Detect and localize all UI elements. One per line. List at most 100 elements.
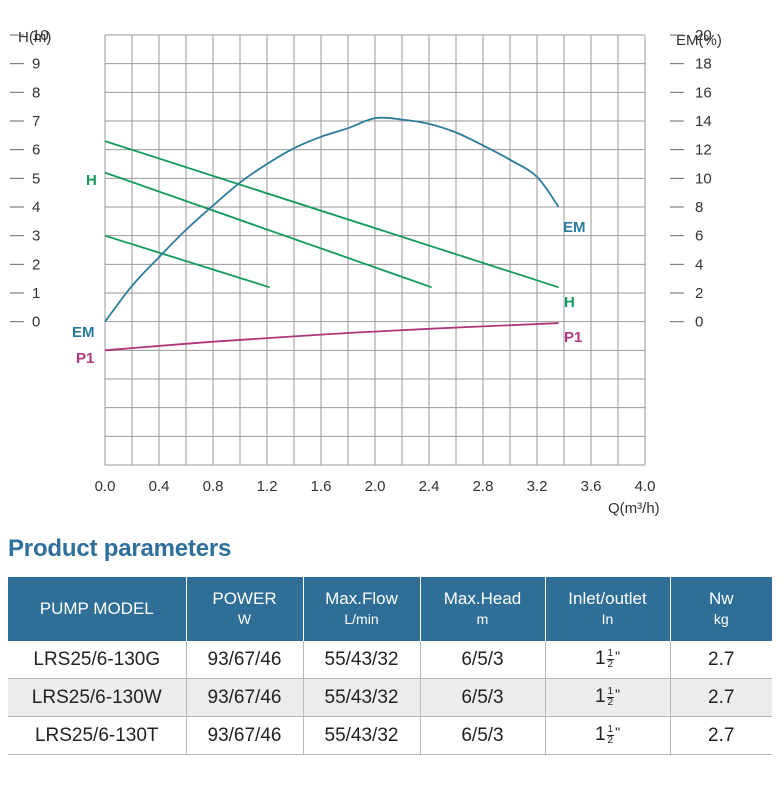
x-tick-label: 2.8 (473, 478, 494, 495)
cell-nw: 2.7 (670, 641, 772, 679)
cell-flow: 55/43/32 (303, 641, 421, 679)
series-line-h (104, 140, 559, 289)
cell-head: 6/5/3 (420, 716, 546, 755)
y-right-tick-label: 4 (695, 256, 703, 273)
x-tick-label: 4.0 (635, 478, 656, 495)
x-tick-label: 2.0 (365, 478, 386, 495)
y-right-tick-label: 10 (695, 170, 712, 187)
y-right-axis-title: EM(%) (676, 32, 722, 49)
cell-power: 93/67/46 (186, 678, 304, 717)
x-tick-label: 3.6 (581, 478, 602, 495)
header-label: POWER (212, 589, 277, 608)
fraction-numerator: 1 (606, 723, 615, 736)
y-right-tick-label: 18 (695, 56, 712, 73)
x-tick-label: 3.2 (527, 478, 548, 495)
cell-flow: 55/43/32 (303, 678, 421, 717)
chart-curves (104, 116, 560, 352)
y-right-tick-label: 14 (695, 113, 712, 130)
y-right-tick-label: 6 (695, 228, 703, 245)
section-title: Product parameters (8, 535, 232, 562)
header-nw: Nw kg (670, 577, 772, 641)
curve-label-em: EM (563, 219, 586, 236)
inlet-whole: 1 (594, 724, 606, 746)
product-parameters-table: PUMP MODEL POWER W Max.Flow L/min Max.Head… (8, 577, 772, 755)
inlet-whole: 1 (594, 686, 606, 708)
fraction-numerator: 1 (606, 647, 615, 660)
inch-mark: " (615, 686, 621, 703)
header-max-flow: Max.Flow L/min (303, 577, 421, 641)
series-line-h (104, 171, 432, 289)
x-tick-label: 0.0 (95, 478, 116, 495)
header-inlet-outlet: Inlet/outlet In (545, 577, 671, 641)
x-tick-label: 2.4 (419, 478, 440, 495)
y-left-tick-label: 5 (32, 170, 40, 187)
header-unit: W (237, 611, 252, 627)
cell-inlet: 1 1 2 " (545, 641, 671, 679)
x-tick-label: 1.2 (257, 478, 278, 495)
curve-label-p1: P1 (76, 350, 94, 367)
y-right-tick-label: 2 (695, 285, 703, 302)
y-right-tick-label: 20 (695, 27, 712, 44)
cell-head: 6/5/3 (420, 641, 546, 679)
curve-label-p1: P1 (564, 329, 582, 346)
y-left-tick-label: 0 (32, 314, 40, 331)
chart-labels: H H EM EM P1 P1 (72, 172, 586, 367)
y-left-tick-label: 9 (32, 56, 40, 73)
cell-inlet: 1 1 2 " (545, 678, 671, 717)
series-line-p1 (104, 322, 559, 352)
y-left-tick-label: 3 (32, 228, 40, 245)
header-pump-model: PUMP MODEL (8, 577, 187, 641)
y-left-axis-title: H(m) (18, 29, 51, 46)
header-label: Inlet/outlet (568, 589, 647, 608)
chart-grid (104, 34, 646, 466)
header-power: POWER W (186, 577, 304, 641)
curve-label-h: H (564, 294, 575, 311)
y-left-tick-label: 10 (32, 27, 49, 44)
inch-mark: " (615, 724, 621, 741)
curve-label-h: H (86, 172, 97, 189)
table-header-row: PUMP MODEL POWER W Max.Flow L/min Max.Head… (8, 577, 772, 641)
y-left-tick-label: 6 (32, 142, 40, 159)
cell-nw: 2.7 (670, 678, 772, 717)
header-label: PUMP MODEL (39, 599, 154, 618)
header-unit: In (601, 611, 614, 627)
y-right-tick-label: 8 (695, 199, 703, 216)
curve-label-em: EM (72, 324, 95, 341)
cell-model: LRS25/6-130W (8, 678, 187, 717)
y-left-tick-label: 2 (32, 256, 40, 273)
x-tick-label: 0.4 (149, 478, 170, 495)
fraction-numerator: 1 (606, 685, 615, 698)
y-right-tick-label: 0 (695, 314, 703, 331)
header-unit: L/min (344, 611, 379, 627)
inlet-whole: 1 (594, 648, 606, 670)
header-unit: m (476, 611, 489, 627)
y-right-tick-label: 16 (695, 84, 712, 101)
header-label: Nw (708, 589, 734, 608)
x-axis-title: Q(m³/h) (608, 500, 660, 517)
fraction-denominator: 2 (607, 734, 614, 746)
y-left-tick-label: 8 (32, 84, 40, 101)
header-label: Max.Head (443, 589, 522, 608)
x-tick-label: 1.6 (311, 478, 332, 495)
series-line-h (104, 234, 270, 289)
x-tick-label: 0.8 (203, 478, 224, 495)
inch-mark: " (615, 648, 621, 665)
y-right-tick-label: 12 (695, 142, 712, 159)
cell-power: 93/67/46 (186, 641, 304, 679)
y-left-tick-label: 1 (32, 285, 40, 302)
cell-nw: 2.7 (670, 716, 772, 755)
cell-head: 6/5/3 (420, 678, 546, 717)
cell-inlet: 1 1 2 " (545, 716, 671, 755)
cell-flow: 55/43/32 (303, 716, 421, 755)
cell-model: LRS25/6-130G (8, 641, 187, 679)
fraction-denominator: 2 (607, 658, 614, 670)
series-line-em (104, 116, 560, 323)
